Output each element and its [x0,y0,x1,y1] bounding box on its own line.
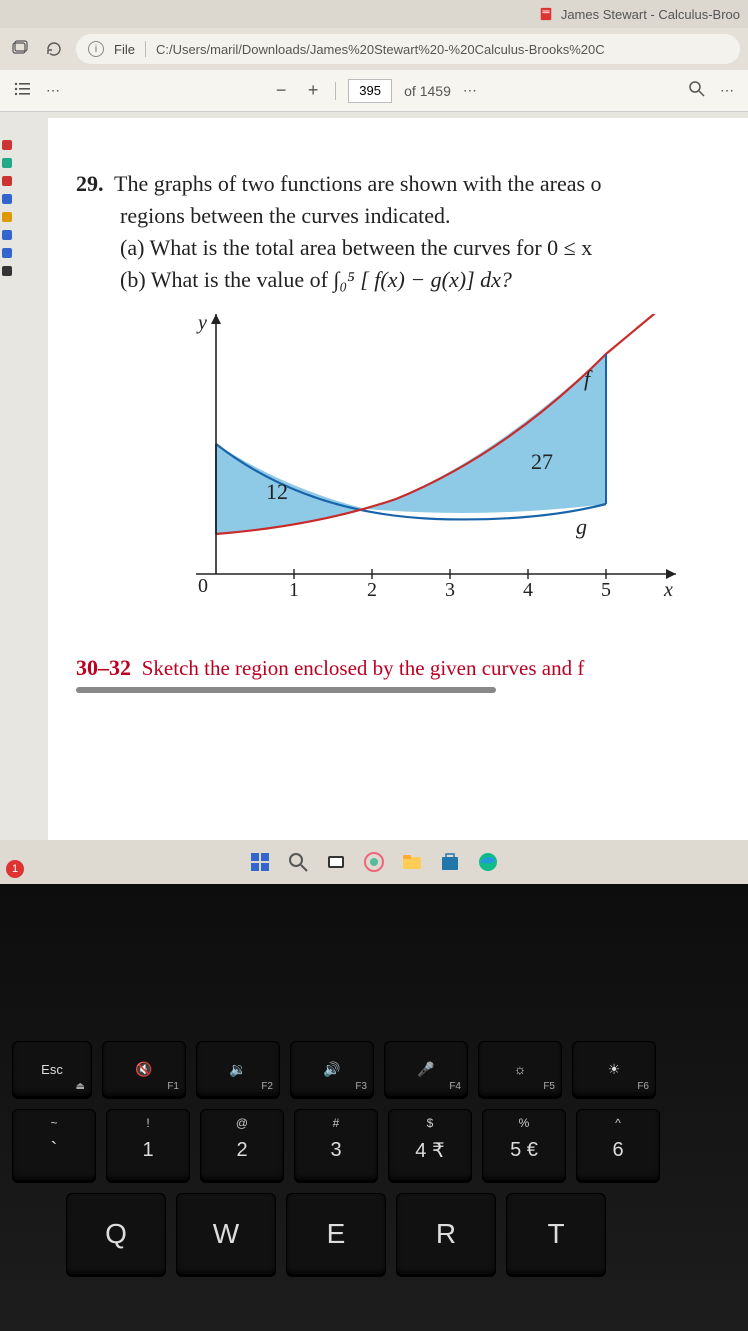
key-fn[interactable]: 🔇F1 [102,1041,186,1097]
rail-dot[interactable] [2,212,12,222]
windows-taskbar [0,840,748,884]
task-view-icon[interactable] [322,848,350,876]
key-num[interactable]: %5 € [482,1109,566,1181]
zoom-out-button[interactable]: − [271,80,291,101]
left-sidebar-dots [0,140,14,780]
url-divider [145,41,146,57]
page-total: of 1459 [404,83,451,99]
area-right [366,354,606,513]
key-fn[interactable]: ☀F6 [572,1041,656,1097]
scrollbar-horizontal[interactable] [76,687,496,693]
key-num[interactable]: !1 [106,1109,190,1181]
x-axis-arrow [666,569,676,579]
key-num[interactable]: ^6 [576,1109,660,1181]
svg-text:2: 2 [367,579,377,601]
key-fn[interactable]: 🎤F4 [384,1041,468,1097]
pdf-page-content: 29.The graphs of two functions are shown… [48,118,748,840]
problem-text-l2: regions between the curves indicated. [76,200,720,232]
more-right-icon[interactable]: ⋯ [720,82,734,99]
browser-tab-strip: James Stewart - Calculus-Broo [0,0,748,28]
rail-dot[interactable] [2,158,12,168]
rail-dot[interactable] [2,176,12,186]
pdf-icon [539,7,553,21]
taskbar-search-icon[interactable] [284,848,312,876]
svg-text:5: 5 [601,579,611,601]
area-right-value: 27 [531,449,553,474]
problem-part-a: (a) What is the total area between the c… [76,232,720,264]
section-text-content: Sketch the region enclosed by the given … [142,656,585,680]
g-label: g [576,514,587,539]
address-bar[interactable]: i File C:/Users/maril/Downloads/James%20… [76,34,740,64]
key-fn[interactable]: 🔉F2 [196,1041,280,1097]
keyboard-num-row: ~`!1@2#3$4 ₹%5 €^6 [6,1109,742,1181]
rail-dot[interactable] [2,230,12,240]
edge-icon[interactable] [474,848,502,876]
rail-dot[interactable] [2,194,12,204]
zoom-in-button[interactable]: + [303,80,323,101]
origin-label: 0 [198,575,208,597]
svg-text:1: 1 [289,579,299,601]
toolbar-divider [335,82,336,100]
svg-text:3: 3 [445,579,455,601]
store-icon[interactable] [436,848,464,876]
problem-part-b-integral: ∫₀⁵ [ f(x) − g(x)] dx? [333,267,512,292]
url-path: C:/Users/maril/Downloads/James%20Stewart… [156,42,605,57]
section-range: 30–32 [76,655,131,680]
start-icon[interactable] [246,848,274,876]
rail-dot[interactable] [2,248,12,258]
address-bar-row: i File C:/Users/maril/Downloads/James%20… [0,28,748,70]
problem-figure: y 0 1 2 3 4 5 x 12 27 f g [136,314,696,634]
tab-title[interactable]: James Stewart - Calculus-Broo [561,7,740,22]
area-left-value: 12 [266,479,288,504]
explorer-icon[interactable] [398,848,426,876]
key-num[interactable]: $4 ₹ [388,1109,472,1181]
more-mid-icon[interactable]: ⋯ [463,82,477,99]
key-alpha[interactable]: Q [66,1193,166,1275]
y-label: y [196,314,207,334]
refresh-icon[interactable] [42,37,66,61]
key-num[interactable]: #3 [294,1109,378,1181]
pdf-toolbar: ⋯ − + of 1459 ⋯ ⋯ [0,70,748,112]
contents-icon[interactable] [14,81,32,100]
y-axis-arrow [211,314,221,324]
copilot-icon[interactable] [360,848,388,876]
rail-dot[interactable] [2,140,12,150]
key-num[interactable]: ~` [12,1109,96,1181]
url-scheme: File [114,42,135,57]
chart-svg: y 0 1 2 3 4 5 x 12 27 f g [136,314,696,634]
key-fn[interactable]: ☼F5 [478,1041,562,1097]
problem-part-b-prefix: (b) What is the value of [120,267,333,292]
key-alpha[interactable]: W [176,1193,276,1275]
problem-number: 29. [76,168,114,200]
key-esc[interactable]: Esc⏏ [12,1041,92,1097]
tab-list-icon[interactable] [8,37,32,61]
key-num[interactable]: @2 [200,1109,284,1181]
notification-badge[interactable]: 1 [6,860,24,878]
keyboard-fn-row: Esc⏏🔇F1🔉F2🔊F3🎤F4☼F5☀F6 [6,1041,742,1097]
problem-text-l1: The graphs of two functions are shown wi… [114,171,602,196]
key-alpha[interactable]: E [286,1193,386,1275]
site-info-icon[interactable]: i [88,41,104,57]
page-number-input[interactable] [348,79,392,103]
keyboard-alpha-row: QWERT [6,1193,742,1275]
search-icon[interactable] [688,80,706,101]
svg-text:4: 4 [523,579,533,601]
keyboard: Esc⏏🔇F1🔉F2🔊F3🎤F4☼F5☀F6 ~`!1@2#3$4 ₹%5 €^… [0,1031,748,1331]
x-label: x [663,579,673,601]
rail-dot[interactable] [2,266,12,276]
more-left-icon[interactable]: ⋯ [46,82,60,99]
key-alpha[interactable]: R [396,1193,496,1275]
key-fn[interactable]: 🔊F3 [290,1041,374,1097]
key-alpha[interactable]: T [506,1193,606,1275]
